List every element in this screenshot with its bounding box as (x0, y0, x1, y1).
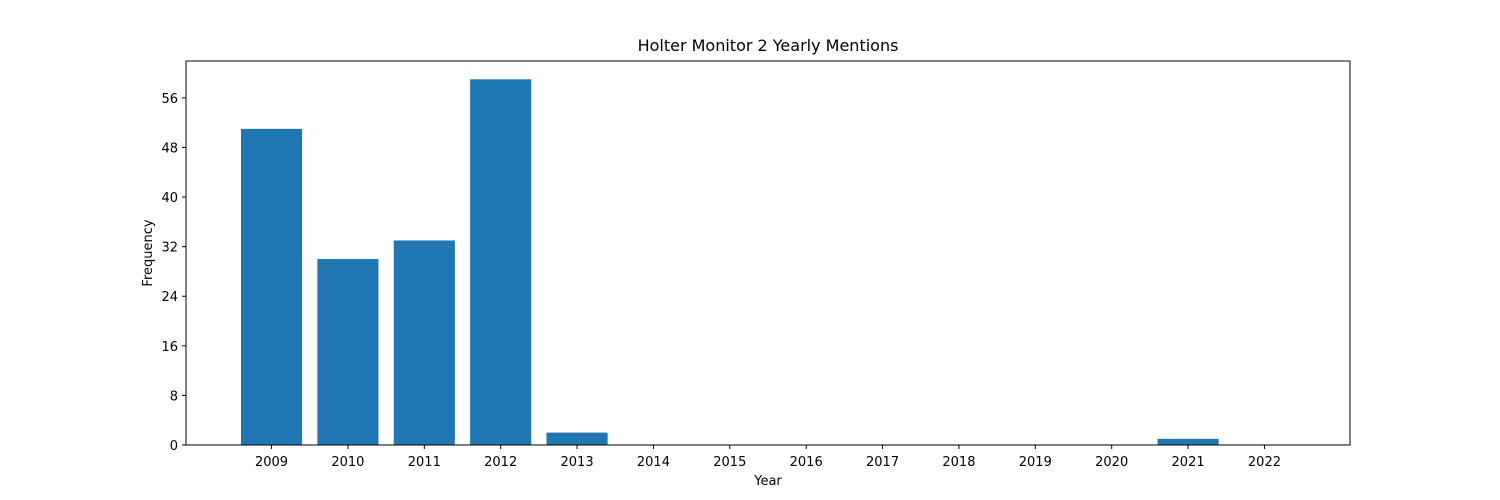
x-tick-label-2012: 2012 (484, 455, 517, 470)
y-tick-label-32: 32 (161, 241, 178, 256)
x-tick-label-2016: 2016 (790, 455, 823, 470)
y-tick-label-16: 16 (161, 340, 178, 355)
x-tick-label-2014: 2014 (637, 455, 670, 470)
y-tick-label-40: 40 (161, 191, 178, 206)
x-axis-label: Year (753, 474, 782, 489)
x-tick-label-2013: 2013 (561, 455, 594, 470)
bar-2021 (1157, 438, 1219, 445)
x-tick-label-2020: 2020 (1095, 455, 1128, 470)
y-tick-label-0: 0 (170, 439, 178, 454)
x-tick-label-2019: 2019 (1019, 455, 1052, 470)
y-axis-label: Frequency (141, 219, 156, 286)
bar-2013 (546, 432, 608, 445)
x-axis-ticks: 2009 2010 2011 2012 2013 2014 2015 2016 2017 2018… (255, 445, 1281, 470)
y-tick-label-24: 24 (161, 290, 178, 305)
y-tick-label-8: 8 (170, 389, 178, 404)
x-tick-label-2021: 2021 (1172, 455, 1205, 470)
bar-2010 (317, 259, 379, 445)
bar-2011 (393, 240, 455, 445)
x-tick-label-2022: 2022 (1248, 455, 1281, 470)
x-tick-label-2011: 2011 (408, 455, 441, 470)
y-axis-ticks: 0 8 16 24 32 40 48 56 (161, 92, 186, 454)
chart-title: Holter Monitor 2 Yearly Mentions (638, 36, 899, 55)
bars-group (240, 79, 1219, 446)
x-tick-label-2009: 2009 (255, 455, 288, 470)
x-tick-label-2015: 2015 (713, 455, 746, 470)
bar-2009 (240, 128, 303, 445)
x-tick-label-2017: 2017 (866, 455, 899, 470)
plot-frame (185, 60, 1351, 446)
y-tick-label-48: 48 (161, 141, 178, 156)
y-tick-label-56: 56 (161, 92, 178, 107)
x-tick-label-2010: 2010 (331, 455, 364, 470)
x-tick-label-2018: 2018 (942, 455, 975, 470)
bar-2012 (470, 79, 532, 446)
